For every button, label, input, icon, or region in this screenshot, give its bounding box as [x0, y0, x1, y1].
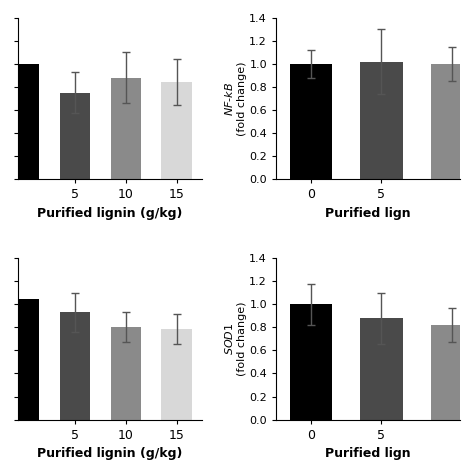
- Bar: [162, 328, 192, 419]
- Bar: [110, 78, 141, 179]
- Bar: [360, 62, 402, 179]
- Bar: [430, 325, 473, 419]
- Bar: [60, 312, 90, 419]
- Bar: [60, 93, 90, 179]
- Bar: [9, 299, 39, 419]
- X-axis label: Purified lignin (g/kg): Purified lignin (g/kg): [37, 447, 183, 460]
- Bar: [360, 318, 402, 419]
- Bar: [430, 64, 473, 179]
- Y-axis label: $\mathit{SOD1}$
(fold change): $\mathit{SOD1}$ (fold change): [223, 301, 246, 376]
- Bar: [290, 64, 332, 179]
- Bar: [110, 328, 141, 419]
- Bar: [162, 82, 192, 179]
- X-axis label: Purified lign: Purified lign: [325, 447, 411, 460]
- X-axis label: Purified lign: Purified lign: [325, 207, 411, 219]
- X-axis label: Purified lignin (g/kg): Purified lignin (g/kg): [37, 207, 183, 219]
- Bar: [9, 64, 39, 179]
- Bar: [290, 304, 332, 419]
- Y-axis label: $\mathit{NF}$-$\mathit{kB}$
(fold change): $\mathit{NF}$-$\mathit{kB}$ (fold change…: [223, 61, 246, 136]
